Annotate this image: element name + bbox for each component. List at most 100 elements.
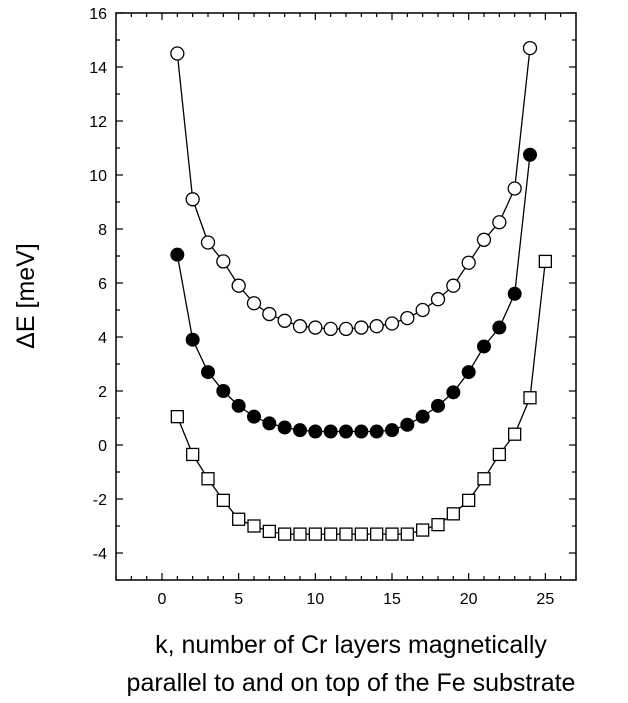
open-circle-marker bbox=[231, 278, 246, 293]
x-tick-label: 15 bbox=[383, 591, 401, 608]
open-square-marker bbox=[431, 518, 445, 532]
open-circle-marker bbox=[338, 321, 354, 337]
open-square-marker bbox=[354, 527, 368, 541]
x-tick-label: 20 bbox=[460, 591, 478, 608]
filled-circle-marker bbox=[400, 417, 415, 432]
x-axis-title-line2: parallel to and on top of the Fe substra… bbox=[127, 669, 576, 697]
open-square-marker bbox=[416, 523, 430, 537]
open-square-marker bbox=[201, 472, 215, 486]
open-square-marker bbox=[293, 527, 307, 541]
open-square-marker bbox=[508, 427, 522, 441]
filled-circle-marker bbox=[247, 409, 261, 424]
open-circle-marker bbox=[369, 319, 384, 334]
y-tick-label: 2 bbox=[98, 384, 107, 401]
open-circle-marker bbox=[446, 278, 461, 293]
open-circle-marker bbox=[430, 292, 446, 307]
open-circle-marker bbox=[492, 215, 507, 230]
filled-circle-marker bbox=[170, 247, 185, 262]
open-square-marker bbox=[170, 409, 184, 424]
open-circle-marker bbox=[507, 181, 522, 196]
open-circle-marker bbox=[216, 254, 231, 269]
filled-circle-marker bbox=[277, 420, 292, 435]
y-tick-label: 6 bbox=[98, 276, 107, 293]
x-tick-label: 5 bbox=[234, 591, 243, 608]
open-circle-marker bbox=[277, 313, 292, 328]
x-tick-label: 10 bbox=[306, 591, 324, 608]
open-circle-marker bbox=[461, 255, 476, 270]
filled-circle-marker bbox=[415, 409, 430, 424]
open-circle-marker bbox=[170, 46, 185, 61]
open-circle-marker bbox=[200, 235, 216, 250]
open-square-marker bbox=[308, 527, 322, 541]
open-square-marker bbox=[462, 493, 476, 508]
axis-ticks bbox=[115, 12, 577, 581]
open-circle-marker bbox=[522, 40, 538, 56]
filled-circle-marker bbox=[507, 286, 522, 301]
y-axis-title: ΔE [meV] bbox=[12, 243, 40, 349]
filled-circle-marker bbox=[293, 423, 307, 438]
data-markers bbox=[170, 40, 552, 541]
filled-circle-marker bbox=[262, 416, 277, 431]
filled-circle-marker bbox=[354, 424, 369, 439]
y-tick-label: 0 bbox=[98, 438, 107, 455]
open-circle-marker bbox=[354, 320, 369, 335]
y-tick-label: -4 bbox=[93, 546, 107, 563]
filled-circle-marker bbox=[231, 398, 246, 413]
filled-circle-marker bbox=[308, 424, 323, 439]
y-tick-label: 8 bbox=[98, 222, 107, 239]
filled-circle-marker bbox=[477, 339, 491, 354]
open-circle-marker bbox=[262, 306, 277, 322]
tick-labels: 0 5 10 15 20 25 -4 -2 0 2 4 6 8 10 12 14 16 bbox=[89, 6, 554, 608]
filled-circle-marker bbox=[369, 424, 384, 439]
filled-circle-marker bbox=[461, 365, 476, 380]
open-circle-marker bbox=[185, 192, 200, 207]
open-square-marker bbox=[370, 527, 384, 541]
series-3-line bbox=[176, 261, 546, 535]
series-1-line bbox=[176, 48, 531, 330]
filled-circle-marker bbox=[523, 147, 537, 162]
x-tick-label: 0 bbox=[158, 591, 167, 608]
open-square-marker bbox=[232, 512, 246, 526]
filled-circle-marker bbox=[216, 384, 231, 398]
series-lines bbox=[176, 48, 546, 535]
open-square-marker bbox=[278, 527, 292, 541]
open-square-marker bbox=[186, 447, 200, 462]
y-tick-label: 4 bbox=[98, 330, 107, 347]
open-circle-marker bbox=[323, 321, 338, 337]
open-circle-marker bbox=[400, 310, 415, 326]
y-tick-label: 16 bbox=[89, 6, 107, 23]
y-tick-label: 12 bbox=[89, 114, 107, 131]
open-square-marker bbox=[247, 519, 261, 533]
open-circle-marker bbox=[246, 296, 262, 311]
open-circle-marker bbox=[292, 319, 308, 334]
x-axis-title-line1: k, number of Cr layers magnetically bbox=[155, 631, 547, 659]
x-tick-label: 25 bbox=[536, 591, 554, 608]
open-square-marker bbox=[400, 527, 414, 541]
open-square-marker bbox=[523, 391, 537, 405]
filled-circle-marker bbox=[323, 424, 338, 439]
open-square-marker bbox=[538, 254, 552, 269]
open-circle-marker bbox=[384, 316, 400, 331]
open-square-marker bbox=[385, 527, 399, 541]
filled-circle-marker bbox=[339, 424, 353, 439]
filled-circle-marker bbox=[201, 365, 215, 380]
open-square-marker bbox=[324, 527, 338, 541]
open-square-marker bbox=[216, 493, 230, 508]
open-square-marker bbox=[492, 447, 506, 462]
open-square-marker bbox=[477, 472, 491, 486]
filled-circle-marker bbox=[492, 320, 507, 335]
filled-circle-marker bbox=[385, 423, 399, 438]
filled-circle-marker bbox=[431, 398, 445, 413]
open-square-marker bbox=[339, 527, 353, 541]
filled-circle-marker bbox=[185, 332, 200, 347]
open-circle-marker bbox=[308, 320, 323, 335]
y-tick-label: 14 bbox=[89, 60, 107, 77]
open-circle-marker bbox=[415, 302, 430, 318]
open-circle-marker bbox=[476, 232, 492, 247]
y-tick-label: 10 bbox=[89, 168, 107, 185]
y-tick-label: -2 bbox=[93, 492, 107, 509]
open-square-marker bbox=[446, 507, 460, 521]
open-square-marker bbox=[262, 524, 276, 539]
filled-circle-marker bbox=[446, 385, 461, 400]
